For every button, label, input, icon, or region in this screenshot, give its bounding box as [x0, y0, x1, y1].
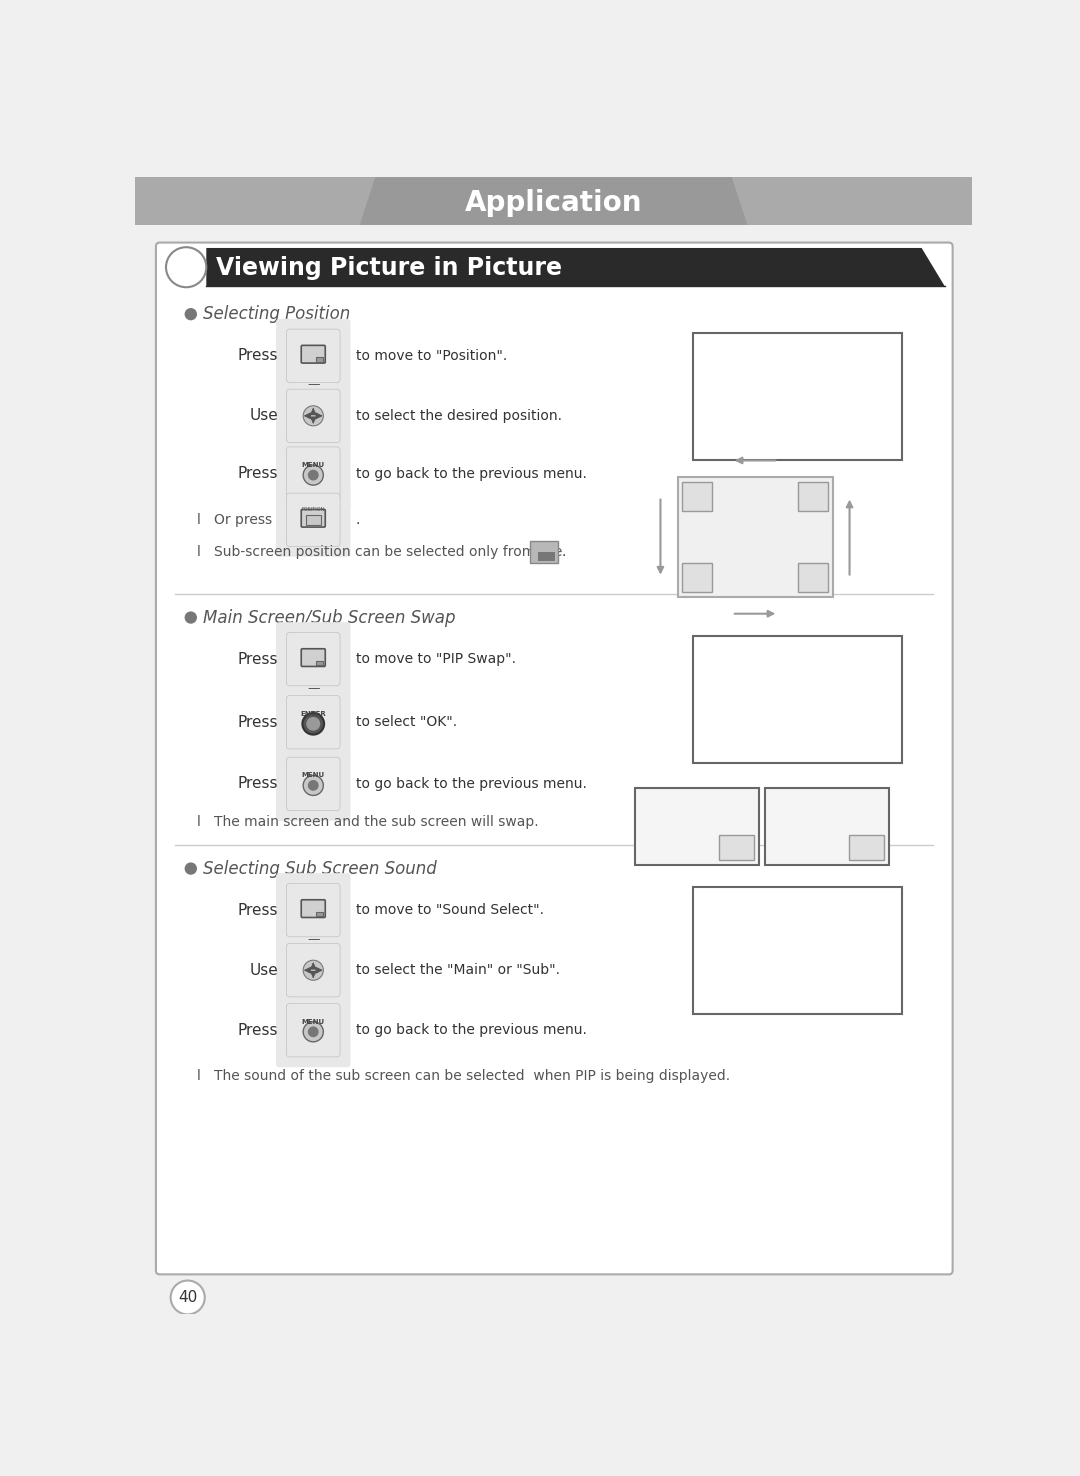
- FancyBboxPatch shape: [276, 319, 350, 453]
- FancyBboxPatch shape: [286, 943, 340, 996]
- FancyBboxPatch shape: [798, 483, 828, 511]
- Text: to select "OK".: to select "OK".: [356, 716, 457, 729]
- Bar: [135, 177, 972, 224]
- FancyBboxPatch shape: [286, 633, 340, 686]
- Text: Selecting Position: Selecting Position: [203, 306, 350, 323]
- FancyBboxPatch shape: [693, 332, 902, 459]
- FancyBboxPatch shape: [286, 884, 340, 937]
- Text: POSITION: POSITION: [301, 508, 325, 512]
- FancyBboxPatch shape: [677, 477, 833, 596]
- FancyBboxPatch shape: [693, 887, 902, 1014]
- FancyBboxPatch shape: [538, 552, 555, 561]
- Text: Press: Press: [238, 714, 279, 729]
- Circle shape: [308, 779, 319, 791]
- FancyBboxPatch shape: [286, 390, 340, 443]
- Text: ENTER: ENTER: [300, 711, 326, 717]
- FancyBboxPatch shape: [286, 1004, 340, 1057]
- FancyBboxPatch shape: [683, 562, 712, 592]
- Circle shape: [308, 1026, 319, 1038]
- Text: Application: Application: [464, 189, 643, 217]
- Circle shape: [185, 862, 197, 875]
- Circle shape: [303, 961, 323, 980]
- Text: Press: Press: [238, 466, 279, 481]
- Text: Viewing Picture in Picture: Viewing Picture in Picture: [216, 255, 562, 280]
- Circle shape: [302, 713, 324, 735]
- Text: —: —: [307, 933, 320, 946]
- FancyBboxPatch shape: [276, 874, 350, 1007]
- Circle shape: [303, 406, 323, 427]
- Text: to select the desired position.: to select the desired position.: [356, 409, 562, 422]
- FancyBboxPatch shape: [156, 242, 953, 1274]
- FancyBboxPatch shape: [301, 509, 325, 527]
- FancyBboxPatch shape: [286, 695, 340, 748]
- FancyBboxPatch shape: [301, 900, 325, 918]
- Circle shape: [303, 775, 323, 796]
- Text: to move to "Sound Select".: to move to "Sound Select".: [356, 903, 544, 917]
- Text: to select the "Main" or "Sub".: to select the "Main" or "Sub".: [356, 964, 559, 977]
- FancyBboxPatch shape: [683, 483, 712, 511]
- Text: to move to "PIP Swap".: to move to "PIP Swap".: [356, 652, 516, 666]
- Text: —: —: [307, 378, 320, 391]
- Text: Press: Press: [238, 651, 279, 667]
- Text: MENU: MENU: [301, 1018, 325, 1024]
- FancyBboxPatch shape: [693, 636, 902, 763]
- Polygon shape: [360, 177, 747, 224]
- Circle shape: [303, 1021, 323, 1042]
- Circle shape: [307, 717, 321, 731]
- FancyBboxPatch shape: [301, 649, 325, 667]
- FancyBboxPatch shape: [276, 623, 350, 759]
- FancyBboxPatch shape: [301, 345, 325, 363]
- FancyBboxPatch shape: [286, 329, 340, 382]
- FancyBboxPatch shape: [849, 835, 885, 861]
- Text: to go back to the previous menu.: to go back to the previous menu.: [356, 1023, 586, 1038]
- FancyBboxPatch shape: [286, 447, 340, 500]
- FancyBboxPatch shape: [315, 661, 323, 666]
- Text: to move to "Position".: to move to "Position".: [356, 348, 508, 363]
- FancyBboxPatch shape: [306, 515, 321, 525]
- Text: Press: Press: [238, 348, 279, 363]
- FancyBboxPatch shape: [276, 483, 350, 556]
- Text: —: —: [307, 682, 320, 695]
- FancyBboxPatch shape: [635, 788, 759, 865]
- FancyBboxPatch shape: [798, 562, 828, 592]
- Circle shape: [185, 308, 197, 320]
- FancyBboxPatch shape: [315, 912, 323, 917]
- Text: l   The main screen and the sub screen will swap.: l The main screen and the sub screen wil…: [197, 815, 539, 830]
- FancyBboxPatch shape: [718, 835, 754, 861]
- Text: MENU: MENU: [301, 772, 325, 778]
- Text: Use: Use: [249, 409, 279, 424]
- Text: l   Sub-screen position can be selected only from the: l Sub-screen position can be selected on…: [197, 545, 563, 559]
- FancyBboxPatch shape: [286, 757, 340, 810]
- Circle shape: [308, 469, 319, 481]
- FancyBboxPatch shape: [276, 747, 350, 821]
- Polygon shape: [206, 248, 945, 286]
- FancyBboxPatch shape: [276, 993, 350, 1067]
- FancyBboxPatch shape: [276, 437, 350, 511]
- Circle shape: [171, 1281, 205, 1315]
- Text: Press: Press: [238, 903, 279, 918]
- Text: l   Or press: l Or press: [197, 512, 272, 527]
- Text: .: .: [562, 545, 566, 559]
- Text: MENU: MENU: [301, 462, 325, 468]
- Text: Press: Press: [238, 776, 279, 791]
- Text: to go back to the previous menu.: to go back to the previous menu.: [356, 466, 586, 481]
- FancyBboxPatch shape: [315, 357, 323, 362]
- FancyBboxPatch shape: [530, 542, 558, 562]
- Text: to go back to the previous menu.: to go back to the previous menu.: [356, 776, 586, 791]
- Text: Selecting Sub Screen Sound: Selecting Sub Screen Sound: [203, 859, 437, 878]
- Text: Use: Use: [249, 962, 279, 977]
- Text: l   The sound of the sub screen can be selected  when PIP is being displayed.: l The sound of the sub screen can be sel…: [197, 1070, 730, 1083]
- Text: Press: Press: [238, 1023, 279, 1038]
- Text: Main Screen/Sub Screen Swap: Main Screen/Sub Screen Swap: [203, 608, 456, 626]
- Circle shape: [166, 246, 206, 288]
- Circle shape: [303, 465, 323, 486]
- FancyBboxPatch shape: [765, 788, 889, 865]
- FancyBboxPatch shape: [286, 493, 340, 546]
- Circle shape: [185, 611, 197, 624]
- Text: 40: 40: [178, 1290, 198, 1305]
- Text: .: .: [356, 512, 361, 527]
